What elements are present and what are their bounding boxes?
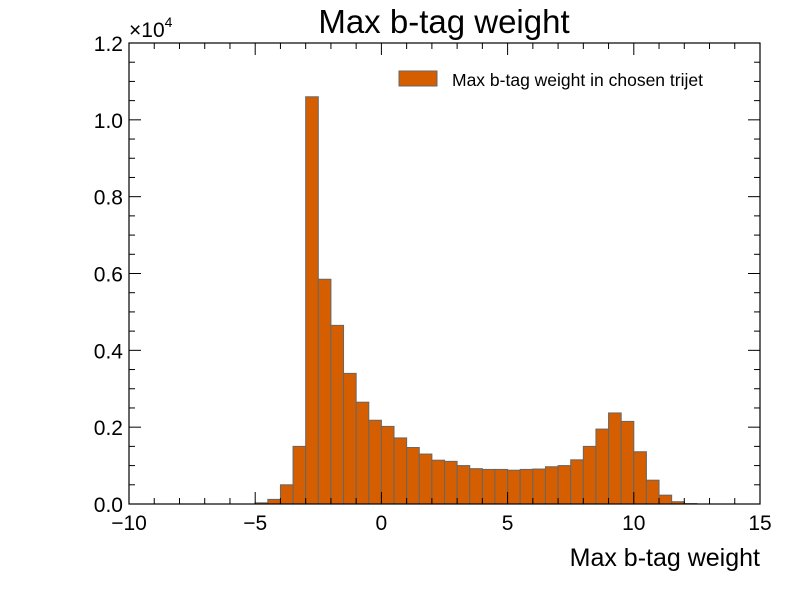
x-tick-label: −10: [111, 512, 147, 535]
legend: Max b-tag weight in chosen trijet: [398, 70, 703, 90]
y-tick-label: 0.0: [94, 494, 123, 517]
legend-swatch: [398, 70, 438, 87]
histogram-bar: [305, 96, 319, 505]
histogram-bar: [418, 453, 433, 505]
x-tick-label: 10: [622, 512, 645, 535]
legend-label: Max b-tag weight in chosen trijet: [452, 70, 703, 90]
histogram-bar: [343, 372, 357, 505]
histogram-bar: [469, 468, 483, 505]
histogram-bar: [292, 445, 307, 505]
histogram-bar: [481, 468, 496, 505]
histogram-bar: [444, 460, 458, 505]
histogram-bar: [494, 468, 509, 505]
histogram-bar: [368, 419, 382, 505]
y-tick-label: 0.4: [94, 340, 124, 363]
y-tick-labels: 0.0 0.2 0.4 0.6 0.8 1.0 1.2: [94, 33, 124, 517]
histogram-bar: [406, 447, 420, 505]
y-multiplier-base: ×10: [129, 19, 165, 42]
x-tick-label: 5: [502, 512, 514, 535]
histogram-bar: [507, 469, 521, 505]
histogram-bar: [355, 401, 370, 505]
histogram-bar: [330, 324, 345, 505]
histogram-bar: [582, 445, 597, 505]
histogram-bar: [620, 420, 635, 505]
y-tick-label: 1.0: [94, 110, 123, 133]
histogram-bar: [570, 459, 584, 505]
histogram-bar: [544, 466, 559, 505]
plot-frame: [128, 42, 761, 505]
histogram-bar: [456, 465, 471, 505]
y-tick-label: 0.2: [94, 417, 123, 440]
histogram-bar: [317, 278, 332, 505]
histogram-bar: [380, 425, 395, 505]
x-tick-label: 0: [376, 512, 388, 535]
y-tick-label: 1.2: [94, 33, 123, 56]
histogram-bar: [658, 494, 673, 505]
histogram-bar: [431, 459, 446, 505]
histogram-bar: [595, 428, 610, 505]
x-tick-label: 15: [748, 512, 771, 535]
y-axis-multiplier: ×104: [129, 14, 173, 42]
x-tick-label: −5: [243, 512, 267, 535]
chart-title: Max b-tag weight: [318, 3, 569, 40]
histogram-bar: [557, 465, 572, 505]
y-tick-label: 0.6: [94, 264, 123, 287]
histogram-bar: [645, 479, 660, 505]
y-multiplier-exponent: 4: [165, 14, 173, 30]
histogram-bar: [519, 468, 534, 505]
histogram-bars: [254, 96, 698, 505]
histogram-bar: [267, 498, 281, 505]
histogram-bar: [532, 468, 546, 505]
x-axis-label: Max b-tag weight: [570, 544, 760, 572]
histogram-bar: [633, 451, 647, 505]
histogram-bar: [279, 484, 294, 505]
histogram-bar: [393, 437, 408, 505]
histogram-bar: [608, 412, 622, 505]
y-tick-label: 0.8: [94, 187, 123, 210]
axis-ticks: [128, 42, 761, 505]
x-tick-labels: −10 −5 0 5 10 15: [111, 512, 771, 535]
